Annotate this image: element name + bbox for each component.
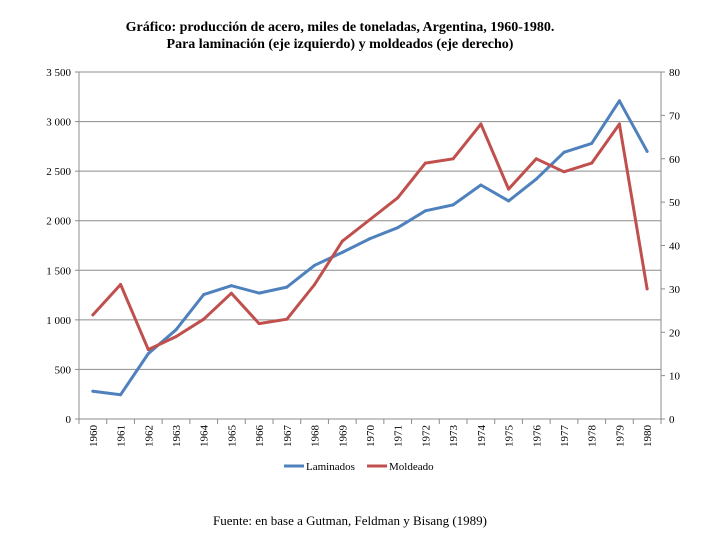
data-point-moldeado — [146, 348, 150, 352]
data-point-moldeado — [451, 157, 455, 161]
legend-label-moldeado: Moldeado — [389, 461, 434, 473]
data-point-laminados — [396, 226, 400, 230]
x-tick-label: 1980 — [642, 425, 654, 448]
data-point-moldeado — [562, 170, 566, 174]
y-right-tick-label: 40 — [669, 241, 681, 253]
x-tick-label: 1960 — [88, 425, 100, 448]
data-point-moldeado — [534, 157, 538, 161]
data-point-laminados — [91, 389, 95, 393]
x-tick-label: 1975 — [504, 425, 516, 448]
data-point-laminados — [174, 328, 178, 332]
x-tick-label: 1965 — [226, 425, 238, 448]
x-tick-label: 1969 — [337, 425, 349, 448]
data-point-moldeado — [368, 217, 372, 221]
y-right-tick-label: 60 — [669, 154, 681, 166]
data-point-laminados — [313, 263, 317, 267]
data-point-moldeado — [617, 122, 621, 126]
x-tick-label: 1961 — [116, 425, 128, 447]
y-right-tick-label: 20 — [669, 327, 681, 339]
y-left-tick-label: 3 000 — [46, 117, 71, 129]
data-point-moldeado — [229, 291, 233, 295]
y-left-tick-label: 500 — [55, 364, 72, 376]
y-left-tick-label: 3 500 — [46, 67, 71, 79]
y-left-tick-label: 1 500 — [46, 265, 71, 277]
data-point-laminados — [202, 293, 206, 297]
x-tick-label: 1979 — [614, 425, 626, 448]
data-point-laminados — [257, 291, 261, 295]
x-tick-label: 1962 — [143, 425, 155, 447]
x-tick-label: 1971 — [393, 425, 405, 447]
data-point-laminados — [590, 141, 594, 145]
y-right-tick-label: 50 — [669, 197, 681, 209]
x-tick-label: 1972 — [420, 425, 432, 447]
data-point-moldeado — [479, 122, 483, 126]
series-line-moldeado — [91, 122, 649, 352]
data-point-laminados — [119, 393, 123, 397]
data-point-laminados — [340, 250, 344, 254]
data-point-moldeado — [313, 283, 317, 287]
data-point-laminados — [368, 237, 372, 241]
x-tick-label: 1967 — [282, 425, 294, 448]
chart-subtitle: Para laminación (eje izquierdo) y moldea… — [166, 37, 514, 52]
x-tick-label: 1964 — [199, 425, 211, 448]
data-point-laminados — [285, 285, 289, 289]
data-point-moldeado — [590, 161, 594, 165]
y-right-tick-label: 80 — [669, 67, 681, 79]
x-tick-label: 1977 — [559, 425, 571, 448]
data-point-laminados — [146, 352, 150, 356]
y-left-tick-label: 2 500 — [46, 166, 71, 178]
y-right-tick-label: 0 — [669, 414, 675, 426]
series-line-laminados — [91, 99, 649, 397]
data-point-moldeado — [202, 317, 206, 321]
y-left-tick-label: 0 — [66, 414, 72, 426]
x-tick-label: 1973 — [448, 425, 460, 448]
data-point-laminados — [617, 99, 621, 103]
data-point-moldeado — [257, 322, 261, 326]
data-point-moldeado — [423, 161, 427, 165]
x-tick-label: 1966 — [254, 425, 266, 448]
y-left-tick-label: 2 000 — [46, 216, 71, 228]
x-tick-label: 1974 — [476, 425, 488, 448]
y-left-tick-label: 1 000 — [46, 315, 71, 327]
x-tick-label: 1963 — [171, 425, 183, 448]
chart-source-note: Fuente: en base a Gutman, Feldman y Bisa… — [212, 513, 488, 528]
data-point-moldeado — [119, 283, 123, 287]
x-tick-label: 1968 — [310, 425, 322, 448]
data-point-moldeado — [340, 239, 344, 243]
chart-title: Gráfico: producción de acero, miles de t… — [125, 20, 555, 35]
y-right-tick-label: 10 — [669, 371, 681, 383]
data-point-laminados — [645, 149, 649, 153]
data-point-moldeado — [507, 187, 511, 191]
data-point-laminados — [229, 284, 233, 288]
data-point-laminados — [479, 183, 483, 187]
x-tick-label: 1976 — [531, 425, 543, 448]
y-right-tick-label: 70 — [669, 110, 681, 122]
data-point-moldeado — [285, 317, 289, 321]
x-tick-label: 1978 — [587, 425, 599, 448]
data-point-moldeado — [174, 335, 178, 339]
data-point-moldeado — [645, 287, 649, 291]
y-right-tick-label: 30 — [669, 284, 681, 296]
x-tick-label: 1970 — [365, 425, 377, 448]
data-point-laminados — [451, 203, 455, 207]
data-point-laminados — [562, 150, 566, 154]
data-point-moldeado — [91, 313, 95, 317]
data-point-laminados — [423, 209, 427, 213]
data-point-laminados — [534, 177, 538, 181]
data-point-moldeado — [396, 196, 400, 200]
legend-label-laminados: Laminados — [306, 461, 355, 473]
data-point-laminados — [507, 199, 511, 203]
